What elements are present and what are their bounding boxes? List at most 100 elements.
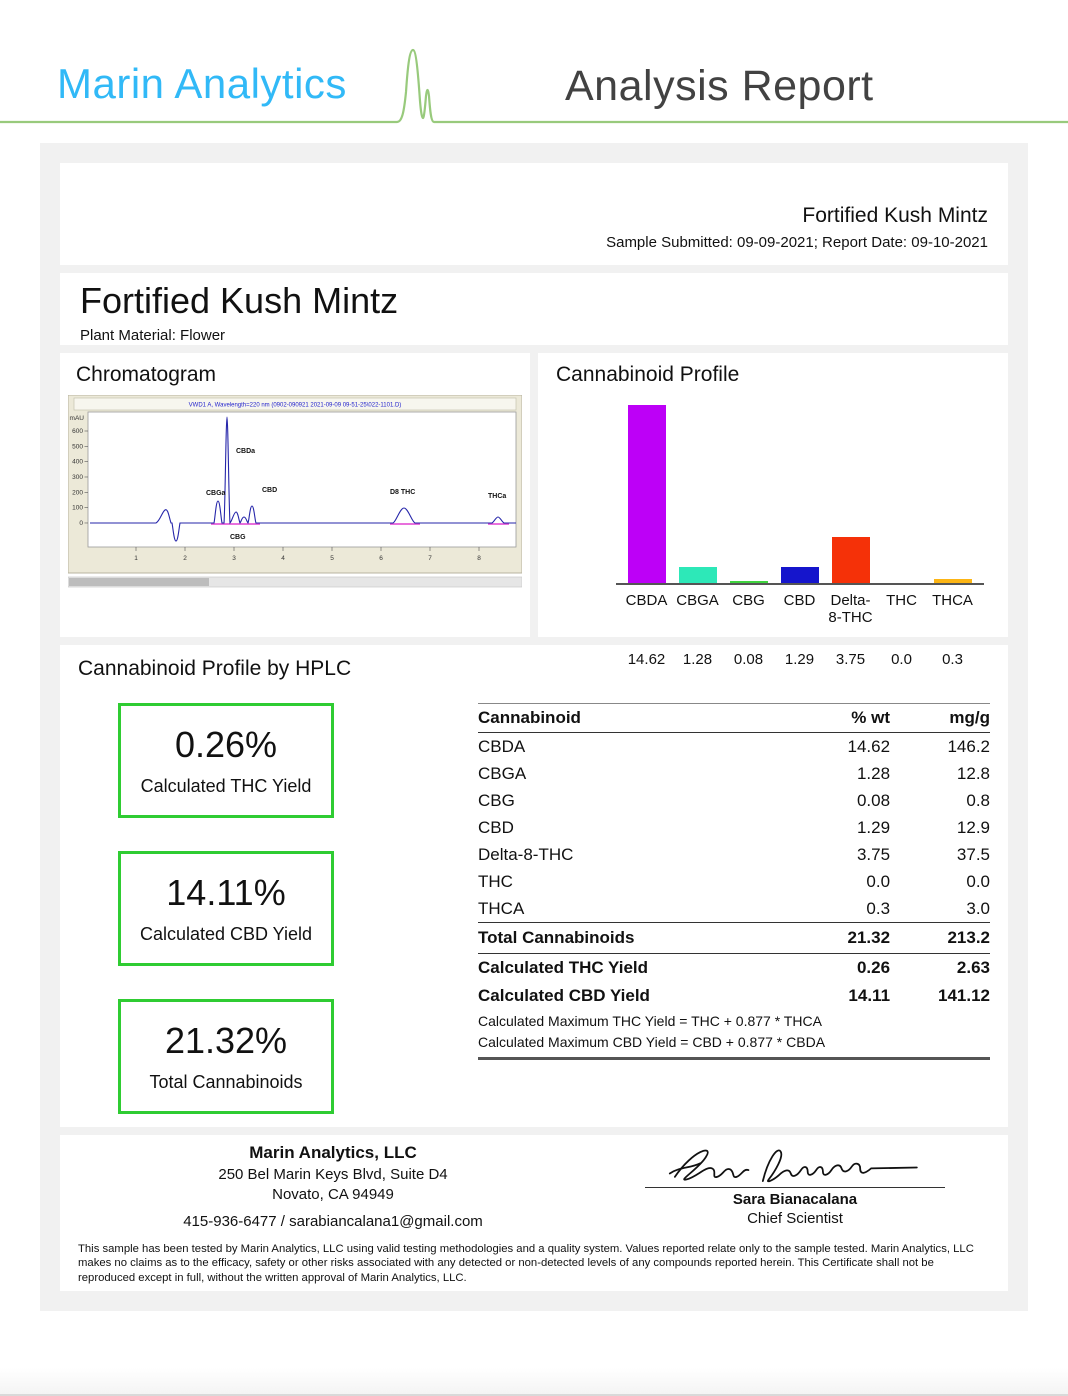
- svg-text:6: 6: [379, 555, 383, 562]
- chromatogram-y-axis: mAU 600 500 400 300 200 100 0: [70, 415, 88, 527]
- svg-text:2: 2: [183, 555, 187, 562]
- table-cell: 1.28: [856, 763, 891, 783]
- bar-CBG: [723, 403, 774, 583]
- bar-value-THC: 0.0: [891, 650, 912, 668]
- cannabinoid-table: Cannabinoid% wt mg/g CBDA 14.62 146.2 CBGA 1.…: [478, 703, 990, 1060]
- table-footnote: Calculated Maximum CBD Yield = CBD + 0.8…: [478, 1031, 990, 1060]
- table-row: CBGA 1.28 12.8: [478, 760, 990, 787]
- table-cell: 141.12: [938, 986, 990, 1005]
- disclaimer-text: This sample has been tested by Marin Ana…: [78, 1243, 974, 1284]
- svg-text:0: 0: [79, 520, 83, 527]
- bar-label-CBDA: CBDA: [625, 592, 668, 609]
- table-cell: CBGA: [478, 763, 527, 783]
- signature-block: Sara Bianacalana Chief Scientist: [630, 1143, 960, 1230]
- table-cell: 0.0: [866, 871, 891, 891]
- metric-box: 21.32% Total Cannabinoids: [118, 999, 334, 1114]
- table-cell: 0.3: [866, 898, 891, 918]
- metric-box: 0.26% Calculated THC Yield: [118, 703, 334, 818]
- table-cell: Calculated CBD Yield: [478, 986, 650, 1005]
- bar-value-THCA: 0.3: [942, 650, 963, 668]
- metric-label: Total Cannabinoids: [149, 1072, 303, 1092]
- bar-chart-labels: CBDA CBGA CBG CBD Delta-8-THC THC THCA: [616, 592, 984, 627]
- chromatogram-instrument-line: VWD1 A, Wavelength=220 nm (0902-090921 2…: [189, 403, 402, 409]
- plant-material: Plant Material: Flower: [80, 327, 226, 344]
- bar-Delta-8-THC: [825, 403, 876, 583]
- chromatogram-trace: [90, 416, 516, 542]
- table-cell: 37.5: [956, 844, 990, 864]
- table-cell: 14.11: [848, 986, 891, 1005]
- svg-text:1: 1: [134, 555, 138, 562]
- table-footnote-row: Calculated Maximum CBD Yield = CBD + 0.8…: [478, 1031, 990, 1060]
- product-title-card: Fortified Kush Mintz Plant Material: Flo…: [60, 273, 1008, 345]
- metric-label: Calculated THC Yield: [140, 776, 312, 796]
- table-cell: 3.0: [966, 898, 990, 918]
- table-header: mg/g: [890, 703, 990, 733]
- table-cell: 12.9: [956, 817, 990, 837]
- table-cell: 14.62: [847, 736, 891, 756]
- table-header: % wt: [808, 703, 891, 733]
- svg-text:200: 200: [72, 489, 83, 496]
- peak-label-THCa: THCa: [488, 493, 506, 500]
- table-cell: Delta-8-THC: [478, 844, 574, 864]
- table-row: Calculated CBD Yield 14.11 141.12: [478, 982, 990, 1010]
- chromatogram-scrollbar-thumb[interactable]: [69, 578, 209, 586]
- lab-contact-block: Marin Analytics, LLC 250 Bel Marin Keys …: [98, 1143, 568, 1230]
- report-title: Analysis Report: [565, 62, 874, 110]
- svg-text:4: 4: [281, 555, 285, 562]
- metric-value: 21.32%: [164, 1020, 288, 1061]
- chromatogram-card: Chromatogram VWD1 A, Wavelength=220 nm (…: [60, 353, 530, 637]
- table-cell: 3.75: [856, 844, 891, 864]
- product-title: Fortified Kush Mintz: [80, 280, 399, 321]
- cannabinoid-bar-chart: CBDA CBGA CBG CBD Delta-8-THC THC THCA 14.62 1.…: [616, 403, 984, 668]
- brand-logo-text: Marin Analytics: [57, 60, 347, 107]
- table-cell: 213.2: [890, 922, 990, 954]
- table-cell: CBDA: [478, 736, 526, 756]
- table-cell: Total Cannabinoids: [478, 922, 809, 954]
- svg-text:100: 100: [72, 505, 83, 512]
- bar-value-CBDA: 14.62: [627, 650, 666, 668]
- sample-name: Fortified Kush Mintz: [802, 204, 988, 227]
- lab-phone-email: 415-936-6477 / sarabiancalana1@gmail.com: [183, 1213, 483, 1230]
- metric-value: 14.11%: [166, 872, 286, 913]
- hplc-card: Cannabinoid Profile by HPLC 0.26% Calcula…: [60, 645, 1008, 1127]
- chromatogram-plot: VWD1 A, Wavelength=220 nm (0902-090921 2…: [67, 394, 523, 588]
- chromatogram-section-title: Chromatogram: [76, 363, 217, 386]
- table-row: Calculated THC Yield 0.26 2.63: [478, 953, 990, 982]
- peak-label-CBD: CBD: [262, 487, 277, 494]
- table-row: Total Cannabinoids 21.32 213.2: [478, 922, 990, 954]
- report-header: Marin Analytics Analysis Report: [0, 0, 1068, 143]
- report-body: Fortified Kush Mintz Sample Submitted: 0…: [40, 143, 1028, 1312]
- bar-label-CBGA: CBGA: [676, 592, 719, 609]
- chromatogram-peak-labels: CBDa CBGa CBD CBG D8 THC THCa: [206, 448, 506, 541]
- bar-CBD: [774, 403, 825, 583]
- signer-name: Sara Bianacalana: [732, 1191, 858, 1208]
- table-row: Delta-8-THC 3.75 37.5: [478, 841, 990, 868]
- lab-name: Marin Analytics, LLC: [249, 1143, 417, 1162]
- page-bottom-edge: [0, 1368, 1068, 1396]
- peak-label-CBGa: CBGa: [206, 490, 226, 497]
- table-cell: THCA: [478, 898, 525, 918]
- footer-card: Marin Analytics, LLC 250 Bel Marin Keys …: [60, 1135, 1008, 1292]
- metric-box: 14.11% Calculated CBD Yield: [118, 851, 334, 966]
- lab-address-line1: 250 Bel Marin Keys Blvd, Suite D4: [218, 1166, 448, 1183]
- table-cell: 146.2: [947, 736, 990, 756]
- bar-CBDA: [621, 403, 672, 583]
- chromatogram-x-axis: 1 2 3 4 5 6 7 8: [134, 547, 481, 562]
- svg-text:600: 600: [72, 428, 83, 435]
- sample-dates: Sample Submitted: 09-09-2021; Report Dat…: [606, 234, 988, 251]
- bar-value-CBD: 1.29: [784, 650, 815, 668]
- table-footnote: Calculated Maximum THC Yield = THC + 0.8…: [478, 1012, 822, 1029]
- table-cell: 0.08: [856, 790, 891, 810]
- svg-text:8: 8: [477, 555, 481, 562]
- svg-text:5: 5: [330, 555, 334, 562]
- table-row: CBG 0.08 0.8: [478, 787, 990, 814]
- peak-label-CBG: CBG: [230, 534, 246, 541]
- svg-text:500: 500: [72, 443, 83, 450]
- table-row: THC 0.0 0.0: [478, 868, 990, 895]
- table-cell: 0.26: [808, 953, 891, 982]
- bar-label-THCA: THCA: [932, 592, 973, 609]
- bar-label-CBD: CBD: [783, 592, 816, 609]
- table-cell: 2.63: [890, 953, 990, 982]
- sample-info-card: Fortified Kush Mintz Sample Submitted: 0…: [60, 163, 1008, 265]
